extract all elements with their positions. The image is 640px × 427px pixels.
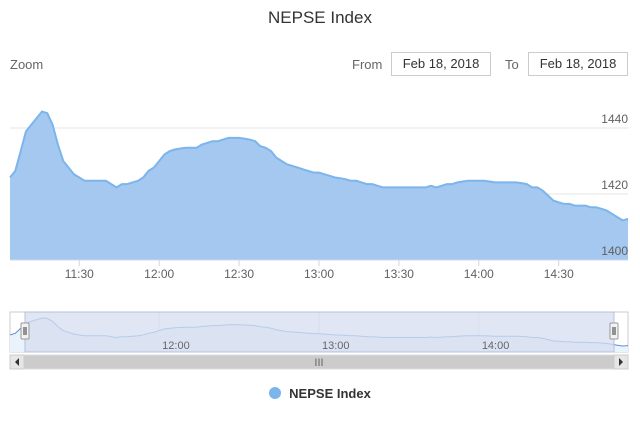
x-tick-label-1330: 13:30 [384,267,414,281]
x-tick-label-1230: 12:30 [224,267,254,281]
scrollbar-thumb[interactable] [24,355,615,369]
navigator-right-handle[interactable] [609,322,619,340]
navigator-ticks: 12:00 13:00 14:00 [162,340,509,352]
navigator-left-handle[interactable] [20,322,30,340]
x-tick-label-1430: 14:30 [544,267,574,281]
scrollbar[interactable]: III [9,354,629,370]
x-tick-label-1130: 11:30 [65,267,94,281]
series-area [10,111,628,260]
to-date-input[interactable]: Feb 18, 2018 [528,52,628,76]
navigator-tick-label-1200: 12:00 [162,340,190,352]
series-line [9,110,629,222]
to-label: To [505,57,519,72]
arrow-right-icon [619,358,623,366]
arrow-left-icon [15,358,19,366]
y-axis-ticks: 1400 1420 1440 [601,112,628,258]
y-tick-label-1400: 1400 [601,244,628,258]
from-label: From [352,57,383,72]
x-tick-label-1400: 14:00 [464,267,494,281]
from-date-input[interactable]: Feb 18, 2018 [391,52,491,76]
legend[interactable]: NEPSE Index [0,386,640,401]
legend-item-nepse-index[interactable]: NEPSE Index [289,386,371,401]
navigator-tick-label-1400: 14:00 [482,340,510,352]
navigator-tick-label-1300: 13:00 [322,340,350,352]
zoom-label: Zoom [10,57,44,72]
x-tick-label-1300: 13:00 [304,267,334,281]
y-tick-label-1420: 1420 [601,178,628,192]
y-tick-label-1440: 1440 [601,112,628,126]
scrollbar-grip: III [314,357,323,369]
x-axis-ticks: 11:30 12:00 12:30 13:00 13:30 14:00 14:30 [65,260,574,281]
navigator[interactable]: 12:00 13:00 14:00 [9,311,629,353]
x-tick-label-1200: 12:00 [144,267,174,281]
navigator-selection-mask[interactable] [24,311,615,353]
legend-marker-icon [269,387,282,399]
chart-title: NEPSE Index [268,8,372,27]
